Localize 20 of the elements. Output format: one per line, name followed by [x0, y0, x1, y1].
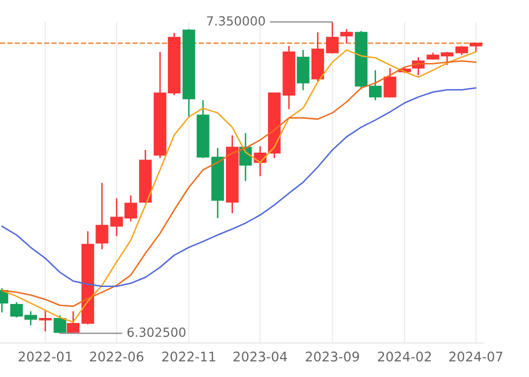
x-tick-label: 2024-07	[449, 352, 502, 362]
x-tick-label: 2022-01	[18, 352, 72, 362]
candlestick	[66, 310, 80, 334]
candlestick	[369, 70, 382, 101]
annotation: 6.302500	[128, 328, 186, 337]
candlestick	[96, 182, 108, 250]
x-tick-label: 2024-02	[378, 352, 431, 362]
x-tick-label: 2023-04	[234, 352, 287, 362]
annotation: 7.350000	[207, 16, 265, 26]
x-tick-label: 2022-11	[162, 352, 216, 362]
candlestick	[340, 28, 353, 44]
candlestick	[39, 310, 52, 332]
candlestick	[470, 42, 482, 53]
candlestick	[326, 22, 339, 54]
x-tick-label: 2022-06	[90, 352, 144, 362]
candlestick	[384, 67, 396, 98]
candlestick	[54, 314, 66, 334]
x-tick-label: 2023-09	[306, 352, 360, 362]
candlestick	[455, 45, 468, 56]
candlestick	[239, 132, 252, 182]
